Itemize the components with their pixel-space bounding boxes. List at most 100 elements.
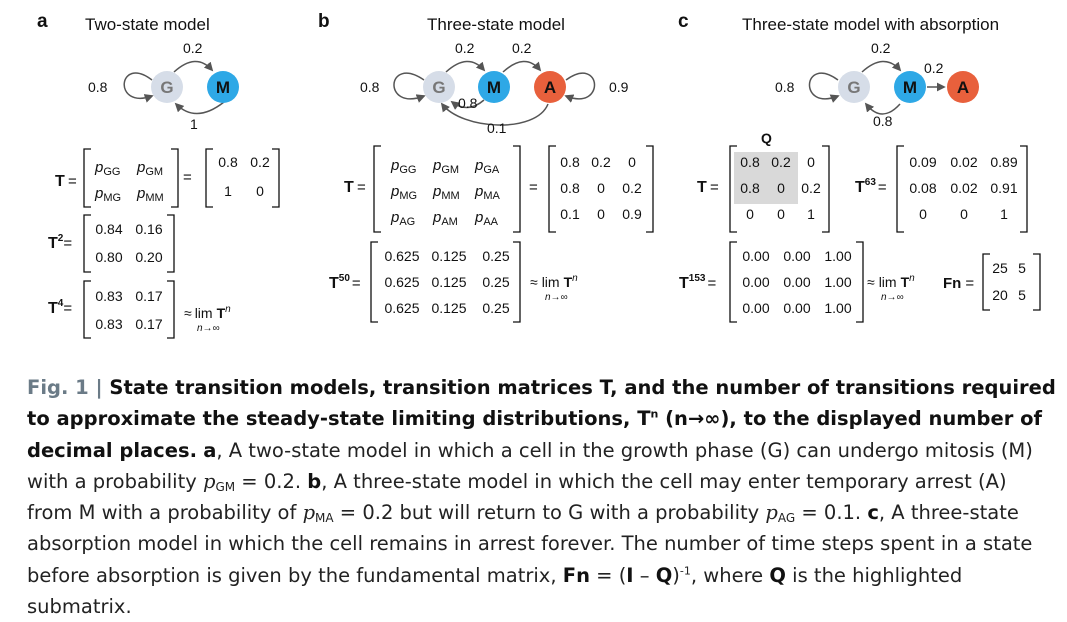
svg-text:0: 0 xyxy=(256,183,264,199)
svg-text:0.09: 0.09 xyxy=(909,154,936,170)
panel-b-label: b xyxy=(318,11,330,32)
panel-b-title: Three-state model xyxy=(427,15,565,34)
equals: = xyxy=(710,179,719,196)
arrow-m-to-g xyxy=(864,102,901,115)
caption-b-label: b xyxy=(307,469,322,493)
node-g-label: G xyxy=(160,78,173,97)
matrix-t-values-a: 0.8 0.2 1 0 xyxy=(218,154,270,199)
svg-text:0.89: 0.89 xyxy=(990,154,1017,170)
bracket xyxy=(373,145,381,233)
svg-text:0.625: 0.625 xyxy=(384,274,419,290)
self-loop-g-arrow xyxy=(808,72,840,103)
matrix-t4-label: T4= xyxy=(48,298,72,317)
bracket xyxy=(167,214,175,273)
node-g xyxy=(151,71,183,103)
svg-text:pMM: pMM xyxy=(432,183,460,202)
panel-c: c Three-state model with absorption 0.8 … xyxy=(678,11,1041,323)
bracket xyxy=(729,145,737,233)
matrix-t2-label: T2= xyxy=(48,233,72,252)
figure-caption: Fig. 1 | State transition models, transi… xyxy=(27,376,1056,619)
svg-text:0.16: 0.16 xyxy=(135,221,162,237)
node-a xyxy=(947,71,979,103)
svg-text:1: 1 xyxy=(807,206,815,222)
svg-text:0.8: 0.8 xyxy=(740,180,760,196)
svg-text:0: 0 xyxy=(597,180,605,196)
svg-text:0.83: 0.83 xyxy=(95,288,122,304)
svg-text:pGA: pGA xyxy=(474,157,500,176)
svg-text:5: 5 xyxy=(1018,287,1026,303)
svg-text:pMG: pMG xyxy=(390,183,417,202)
fn-label: Fn = xyxy=(943,275,974,292)
svg-text:0.00: 0.00 xyxy=(783,300,810,316)
svg-text:0.125: 0.125 xyxy=(431,274,466,290)
equals: = xyxy=(529,179,538,196)
prob-m-to-a: 0.2 xyxy=(512,40,532,56)
symbolic-matrix-b: pGG pGM pGA pMG pMM pMA pAG pAM pAA xyxy=(390,157,501,228)
svg-text:0.02: 0.02 xyxy=(950,180,977,196)
svg-text:0.83: 0.83 xyxy=(95,316,122,332)
bracket xyxy=(548,145,556,233)
svg-text:0.20: 0.20 xyxy=(135,249,162,265)
prob-self-g: 0.8 xyxy=(775,79,795,95)
svg-text:0: 0 xyxy=(746,206,754,222)
bracket xyxy=(167,280,175,339)
node-m-label: M xyxy=(216,78,230,97)
matrix-t50-values: 0.625 0.125 0.25 0.625 0.125 0.25 0.625 … xyxy=(384,248,509,316)
svg-text:1.00: 1.00 xyxy=(824,300,851,316)
arrow-m-to-g xyxy=(174,101,225,115)
arrow-g-to-m xyxy=(445,60,486,73)
prob-g-to-m: 0.2 xyxy=(455,40,475,56)
svg-text:0.17: 0.17 xyxy=(135,316,162,332)
matrix-t50-label: T50 = xyxy=(329,273,361,292)
arrow-m-to-g xyxy=(450,99,485,110)
svg-text:0.125: 0.125 xyxy=(431,300,466,316)
panel-a-title: Two-state model xyxy=(85,15,210,34)
node-m-label: M xyxy=(903,78,917,97)
svg-text:0: 0 xyxy=(628,154,636,170)
svg-text:0.625: 0.625 xyxy=(384,300,419,316)
caption-fig-label: Fig. 1 | xyxy=(27,376,103,399)
svg-text:pAM: pAM xyxy=(432,209,458,228)
equals: = xyxy=(68,173,77,190)
arrow-g-to-m xyxy=(861,60,902,73)
svg-text:pAA: pAA xyxy=(474,209,499,228)
svg-text:0.00: 0.00 xyxy=(783,274,810,290)
svg-text:5: 5 xyxy=(1018,260,1026,276)
limit-subscript: n→∞ xyxy=(545,292,568,303)
equals: = xyxy=(357,179,366,196)
bracket xyxy=(1020,145,1028,233)
svg-text:1: 1 xyxy=(224,183,232,199)
caption-c-text: , A three-state absorption model in whic… xyxy=(27,501,1033,587)
limit-subscript: n→∞ xyxy=(881,292,904,303)
bracket xyxy=(83,214,91,273)
node-m xyxy=(478,71,510,103)
svg-text:0.8: 0.8 xyxy=(560,154,580,170)
node-m xyxy=(894,71,926,103)
svg-text:0.00: 0.00 xyxy=(742,248,769,264)
svg-text:0.9: 0.9 xyxy=(622,206,642,222)
bracket xyxy=(513,145,521,233)
svg-text:1: 1 xyxy=(1000,206,1008,222)
svg-text:pMA: pMA xyxy=(474,183,501,202)
caption-a-label: a xyxy=(203,438,217,462)
node-a-label: A xyxy=(957,78,969,97)
svg-text:0.00: 0.00 xyxy=(783,248,810,264)
svg-text:1.00: 1.00 xyxy=(824,274,851,290)
svg-text:0.25: 0.25 xyxy=(482,274,509,290)
arrow-g-to-m xyxy=(173,60,214,73)
matrix-t63-values: 0.09 0.02 0.89 0.08 0.02 0.91 0 0 1 xyxy=(909,154,1017,222)
node-a xyxy=(534,71,566,103)
svg-text:pGG: pGG xyxy=(390,157,416,176)
node-g-label: G xyxy=(432,78,445,97)
svg-text:0.2: 0.2 xyxy=(591,154,611,170)
bracket xyxy=(513,241,521,323)
svg-text:pGM: pGM xyxy=(136,159,163,178)
bracket xyxy=(205,148,213,208)
bracket xyxy=(822,145,830,233)
svg-text:1.00: 1.00 xyxy=(824,248,851,264)
matrix-t-label: T xyxy=(344,179,354,196)
svg-text:0.91: 0.91 xyxy=(990,180,1017,196)
bracket xyxy=(896,145,904,233)
node-m xyxy=(207,71,239,103)
svg-text:0.02: 0.02 xyxy=(950,154,977,170)
